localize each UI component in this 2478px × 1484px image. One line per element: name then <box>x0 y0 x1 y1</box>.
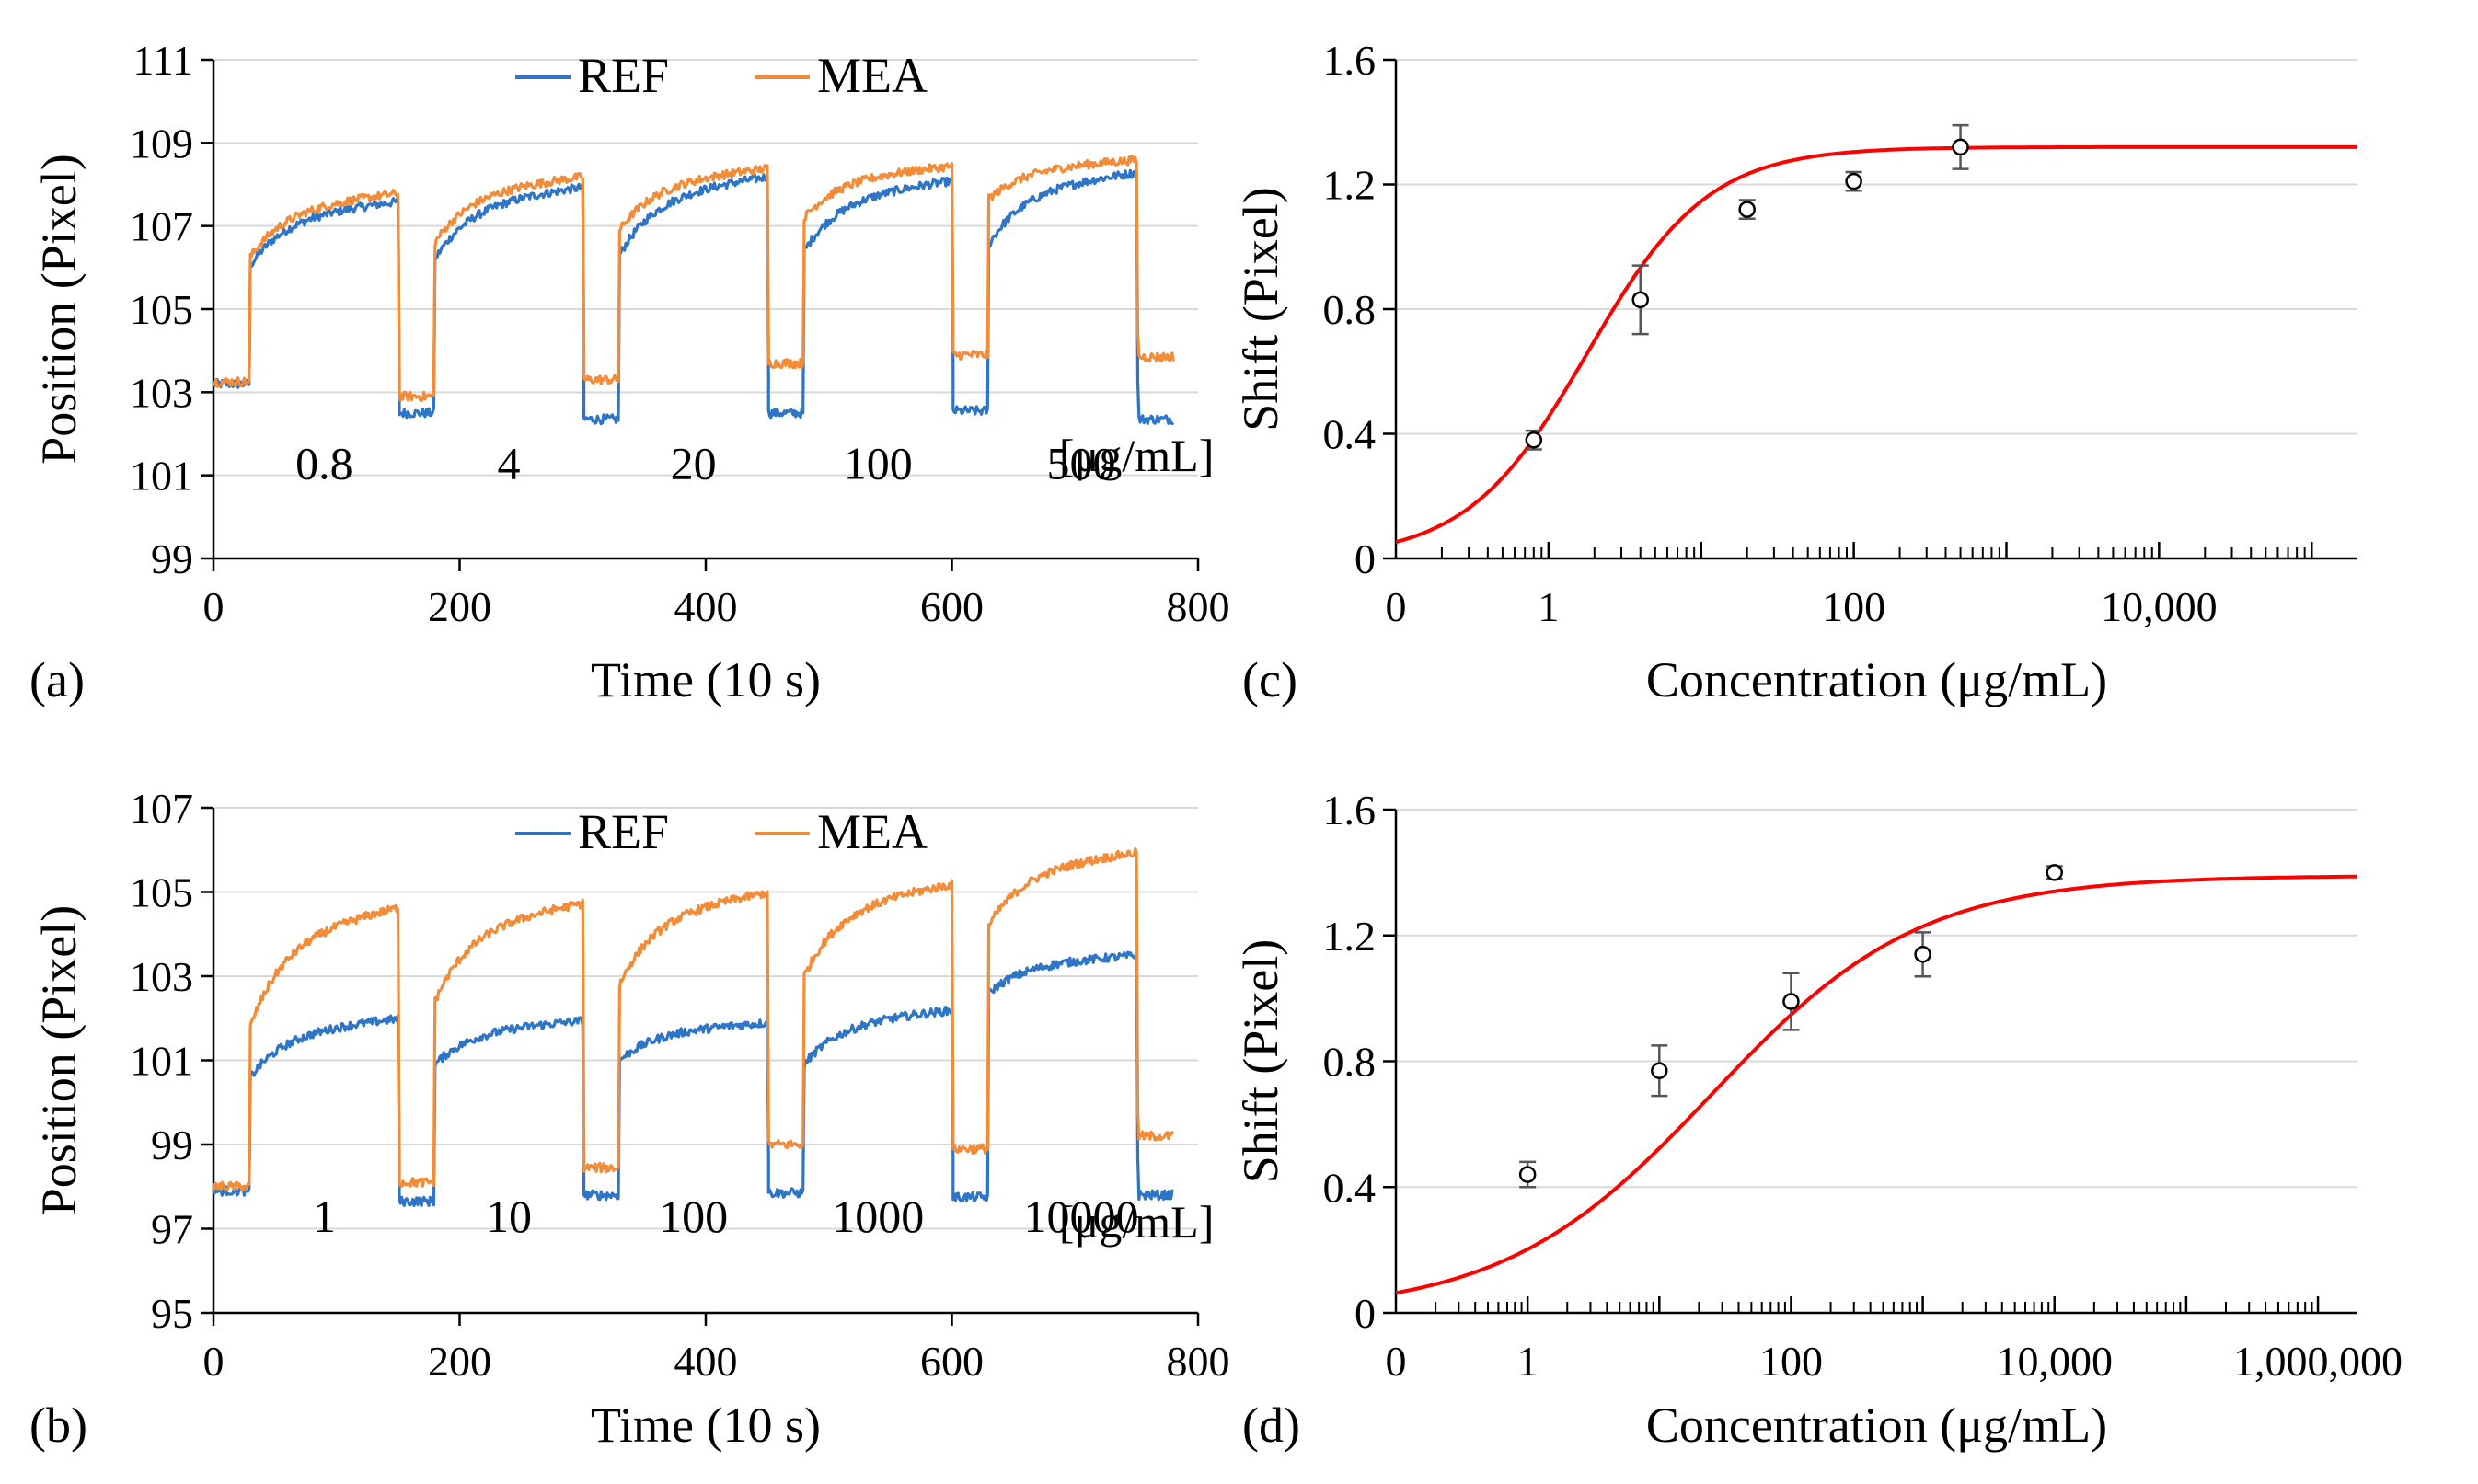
y-tick-label: 0.4 <box>1323 411 1377 458</box>
x-tick-label: 100 <box>1822 583 1885 630</box>
data-point <box>1631 291 1649 309</box>
x-tick-label: 0 <box>203 1338 225 1385</box>
y-axis-label: Shift (Pixel) <box>1233 187 1288 431</box>
concentration-annotation: 0.8 <box>295 437 353 489</box>
panel-c: 0 0.4 0.8 1.2 1.6 0 1 100 10,000 Concentration (μ… <box>1233 37 2357 707</box>
fit-curve <box>1395 144 2357 545</box>
y-tick-label: 105 <box>130 286 193 333</box>
legend-label: REF <box>578 804 669 859</box>
concentration-annotation: 20 <box>671 437 717 489</box>
panel-a: 99 101 103 105 107 109 111 0 200 400 600 800 Time (1… <box>29 37 1230 707</box>
y-axis-label: Position (Pixel) <box>31 154 86 465</box>
y-tick-label: 107 <box>130 785 193 832</box>
unit-label: [μg/mL] <box>1059 1196 1214 1248</box>
concentration-annotation: 1 <box>313 1191 336 1242</box>
x-tick-label: 400 <box>674 583 738 630</box>
unit-label: [μg/mL] <box>1059 430 1214 481</box>
x-tick-label: 100 <box>1759 1338 1823 1385</box>
concentration-annotation: 500 <box>1046 437 1115 489</box>
y-tick-label: 111 <box>133 37 193 84</box>
x-tick-label: 0 <box>1386 1338 1407 1385</box>
data-point <box>1738 201 1756 218</box>
x-tick-label: 200 <box>428 583 491 630</box>
x-tick-label: 400 <box>674 1338 738 1385</box>
y-tick-label: 0.8 <box>1323 1039 1377 1086</box>
concentration-annotation: 100 <box>659 1191 728 1242</box>
x-tick-label: 600 <box>920 583 984 630</box>
y-tick-label: 0 <box>1354 1290 1376 1337</box>
x-tick-label: 800 <box>1167 583 1230 630</box>
series-line-ref <box>212 950 1174 1208</box>
y-tick-label: 0 <box>1354 535 1376 582</box>
panel-label: (b) <box>29 1398 87 1453</box>
data-point <box>1782 993 1800 1010</box>
y-tick-label: 99 <box>151 1122 193 1168</box>
x-axis-label: Time (10 s) <box>591 652 821 707</box>
series-line-ref <box>212 168 1175 426</box>
y-tick-label: 107 <box>130 203 193 250</box>
x-axis-label: Time (10 s) <box>591 1398 821 1453</box>
data-point <box>1518 1166 1537 1183</box>
x-tick-label: 800 <box>1167 1338 1230 1385</box>
x-tick-label: 0 <box>1386 583 1407 630</box>
data-point <box>1525 431 1543 449</box>
y-tick-label: 95 <box>151 1290 193 1337</box>
panel-label: (d) <box>1242 1398 1300 1453</box>
legend-label: REF <box>578 48 669 103</box>
y-tick-label: 101 <box>130 453 193 500</box>
y-tick-label: 0.8 <box>1323 286 1377 333</box>
x-tick-label: 200 <box>428 1338 491 1385</box>
x-axis-label: Concentration (μg/mL) <box>1646 652 2107 707</box>
fit-curve <box>1395 874 2358 1295</box>
y-tick-label: 1.6 <box>1323 787 1377 834</box>
y-tick-label: 101 <box>130 1038 193 1085</box>
x-axis-label: Concentration (μg/mL) <box>1646 1398 2107 1453</box>
legend-label: MEA <box>817 48 928 103</box>
panel-label: (a) <box>29 652 85 707</box>
concentration-annotation: 10000 <box>1023 1191 1138 1242</box>
panel-d: 0 0.4 0.8 1.2 1.6 0 1 100 10,000 1,000,000 Concent… <box>1233 787 2403 1453</box>
y-tick-label: 103 <box>130 369 193 416</box>
data-point <box>2046 864 2064 881</box>
y-tick-label: 99 <box>151 535 193 582</box>
data-point <box>1952 138 1969 156</box>
y-axis-label: Shift (Pixel) <box>1233 939 1288 1184</box>
x-tick-label: 10,000 <box>1997 1338 2114 1385</box>
series-line-mea <box>212 155 1175 403</box>
x-tick-label: 1,000,000 <box>2233 1338 2403 1385</box>
x-tick-label: 1 <box>1517 1338 1539 1385</box>
y-tick-label: 103 <box>130 953 193 1000</box>
y-tick-label: 1.2 <box>1323 162 1377 209</box>
concentration-annotation: 4 <box>498 437 521 489</box>
y-tick-label: 105 <box>130 869 193 916</box>
panel-label: (c) <box>1242 652 1297 707</box>
data-point <box>1914 946 1931 963</box>
y-tick-label: 97 <box>151 1206 193 1253</box>
x-tick-label: 0 <box>203 583 225 630</box>
y-tick-label: 0.4 <box>1323 1164 1377 1211</box>
concentration-annotation: 1000 <box>832 1191 924 1242</box>
concentration-annotation: 10 <box>486 1191 532 1242</box>
x-tick-label: 1 <box>1538 583 1559 630</box>
y-tick-label: 1.2 <box>1323 913 1377 960</box>
y-tick-label: 109 <box>130 120 193 167</box>
x-tick-label: 600 <box>920 1338 984 1385</box>
y-axis-label: Position (Pixel) <box>31 905 86 1216</box>
y-tick-label: 1.6 <box>1323 37 1377 84</box>
series-line-mea <box>212 847 1175 1192</box>
x-tick-label: 10,000 <box>2101 583 2218 630</box>
data-point <box>1845 172 1862 190</box>
legend-label: MEA <box>817 804 928 859</box>
concentration-annotation: 100 <box>844 437 913 489</box>
data-point <box>1651 1062 1668 1080</box>
